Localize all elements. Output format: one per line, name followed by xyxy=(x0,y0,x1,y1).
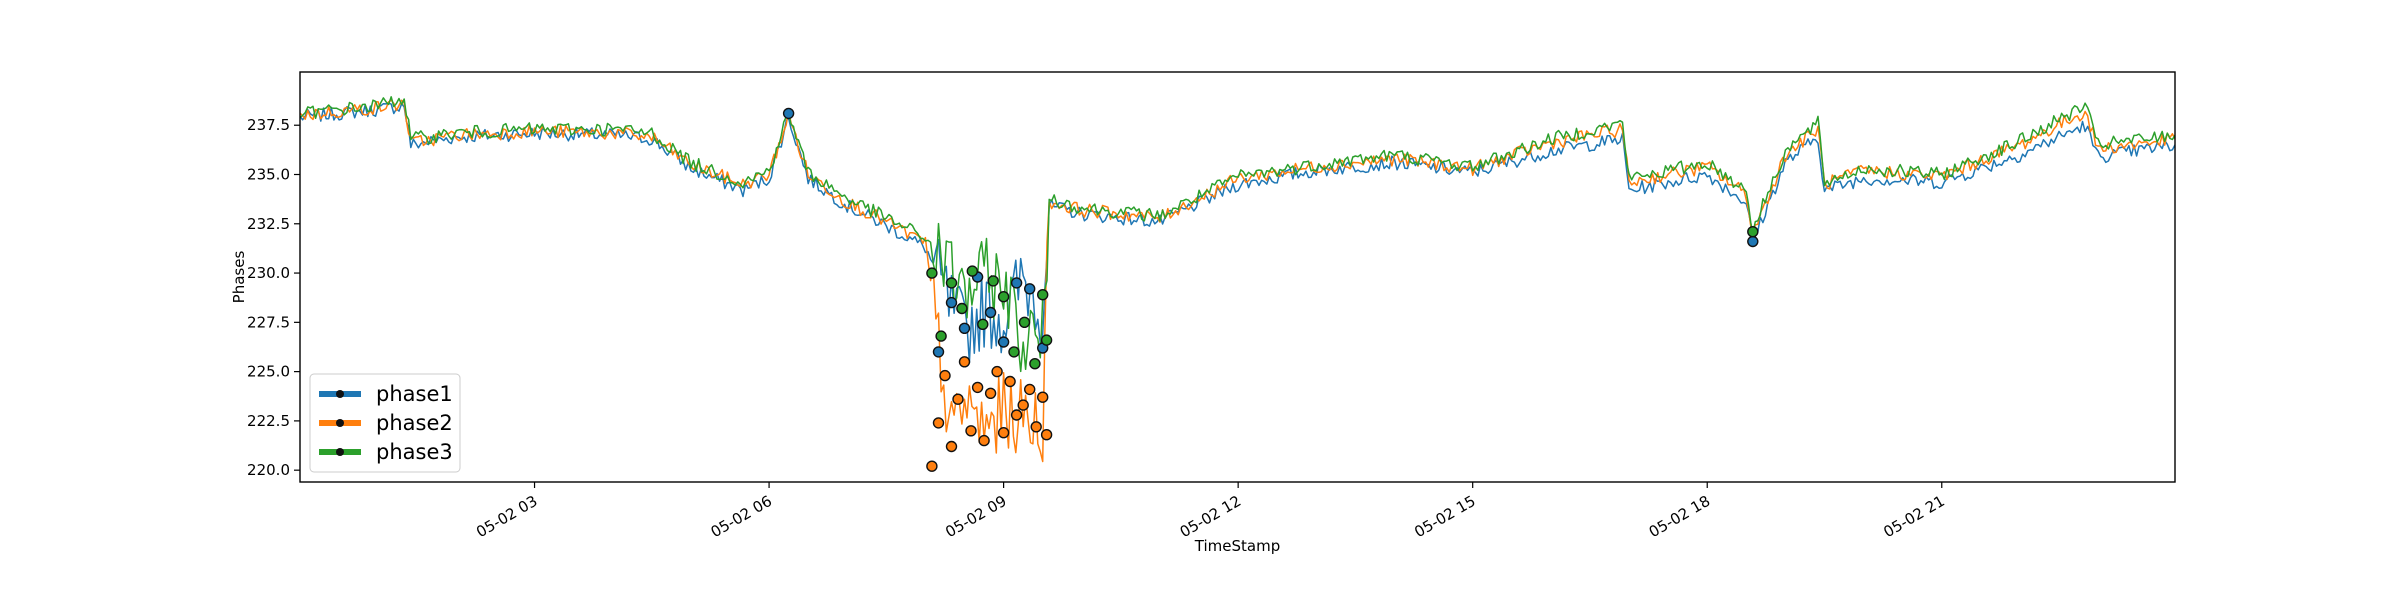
series-line-phase1 xyxy=(300,102,2175,364)
x-axis-title: TimeStamp xyxy=(1194,537,1280,555)
legend-marker-phase2 xyxy=(336,419,344,427)
anomaly-point-phase2 xyxy=(945,440,958,453)
anomaly-point-phase3 xyxy=(997,291,1010,303)
anomaly-point-phase2 xyxy=(984,387,997,399)
legend-marker-phase3 xyxy=(336,448,344,456)
anomaly-point-phase3 xyxy=(945,277,958,289)
anomaly-point-phase3 xyxy=(1040,334,1053,346)
series-line-phase3 xyxy=(300,96,2175,373)
anomaly-point-phase3 xyxy=(1036,289,1049,301)
anomaly-point-phase2 xyxy=(1030,421,1042,433)
anomaly-point-phase2 xyxy=(926,460,938,472)
y-tick-label: 220.0 xyxy=(247,461,290,479)
anomaly-point-phase2 xyxy=(978,434,990,447)
legend-box xyxy=(309,373,461,473)
anomaly-point-phase3 xyxy=(1018,316,1031,328)
anomaly-point-phase2 xyxy=(958,356,971,368)
anomaly-point-phase1 xyxy=(958,322,971,334)
y-tick-label: 237.5 xyxy=(247,116,290,134)
y-tick-label: 235.0 xyxy=(247,166,290,184)
anomaly-point-phase2 xyxy=(965,425,977,437)
anomaly-point-phase3 xyxy=(956,302,968,315)
anomaly-point-phase2 xyxy=(1023,383,1036,396)
anomaly-point-phase2 xyxy=(952,393,964,405)
anomaly-point-phase1 xyxy=(1010,277,1023,289)
anomaly-point-phase3 xyxy=(1029,358,1041,370)
x-tick-label: 05-02 18 xyxy=(1646,492,1713,541)
series-line-phase2 xyxy=(300,99,2175,463)
y-tick-label: 222.5 xyxy=(247,412,290,430)
legend-label-phase1: phase1 xyxy=(376,382,453,406)
anomaly-point-phase3 xyxy=(1008,346,1020,358)
anomaly-point-phase2 xyxy=(1010,409,1023,421)
y-tick-label: 230.0 xyxy=(247,264,290,282)
x-tick-label: 05-02 21 xyxy=(1880,492,1947,541)
anomaly-point-phase2 xyxy=(1040,429,1053,441)
axes-layer: 220.0 222.5 225.0 227.5 230.0 232.5 235.0 237.5… xyxy=(247,71,2176,541)
anomaly-point-phase3 xyxy=(1747,225,1759,238)
anomaly-point-phase2 xyxy=(932,417,945,429)
legend: phase1 phase2 phase3 xyxy=(309,373,461,473)
anomaly-point-phase3 xyxy=(926,267,938,279)
anomaly-point-phase2 xyxy=(939,369,951,382)
anomaly-point-phase1 xyxy=(997,336,1010,348)
x-tick-label: 05-02 03 xyxy=(473,492,540,541)
legend-marker-phase1 xyxy=(336,390,344,398)
anomaly-point-phase2 xyxy=(1036,391,1049,403)
anomaly-point-phase1 xyxy=(932,346,945,358)
x-tick-label: 05-02 06 xyxy=(708,492,775,541)
anomaly-point-phase2 xyxy=(997,427,1010,439)
anomaly-point-phase2 xyxy=(1004,375,1016,388)
anomaly-point-phase1 xyxy=(1023,283,1036,295)
anomaly-point-phase3 xyxy=(935,330,947,342)
plot-layer xyxy=(300,96,2175,472)
anomaly-point-phase3 xyxy=(966,265,978,277)
plot-frame xyxy=(299,71,2176,483)
x-tick-label: 05-02 15 xyxy=(1411,492,1478,541)
anomaly-point-phase2 xyxy=(971,381,984,394)
anomaly-point-phase1 xyxy=(1747,235,1759,248)
anomaly-point-phase2 xyxy=(1017,399,1029,411)
y-tick-label: 232.5 xyxy=(247,215,290,233)
anomaly-point-phase1 xyxy=(782,107,795,120)
y-tick-label: 227.5 xyxy=(247,313,290,331)
y-axis-title: Phases xyxy=(230,251,248,304)
anomaly-point-phase1 xyxy=(984,306,997,319)
x-tick-label: 05-02 12 xyxy=(1177,492,1244,541)
y-tick-label: 225.0 xyxy=(247,363,290,381)
legend-label-phase2: phase2 xyxy=(376,411,453,435)
anomaly-point-phase2 xyxy=(991,365,1003,378)
anomaly-point-phase1 xyxy=(945,296,958,309)
anomaly-point-phase3 xyxy=(987,275,999,287)
legend-label-phase3: phase3 xyxy=(376,440,453,464)
anomaly-point-phase3 xyxy=(977,318,989,330)
x-tick-label: 05-02 09 xyxy=(942,492,1009,541)
